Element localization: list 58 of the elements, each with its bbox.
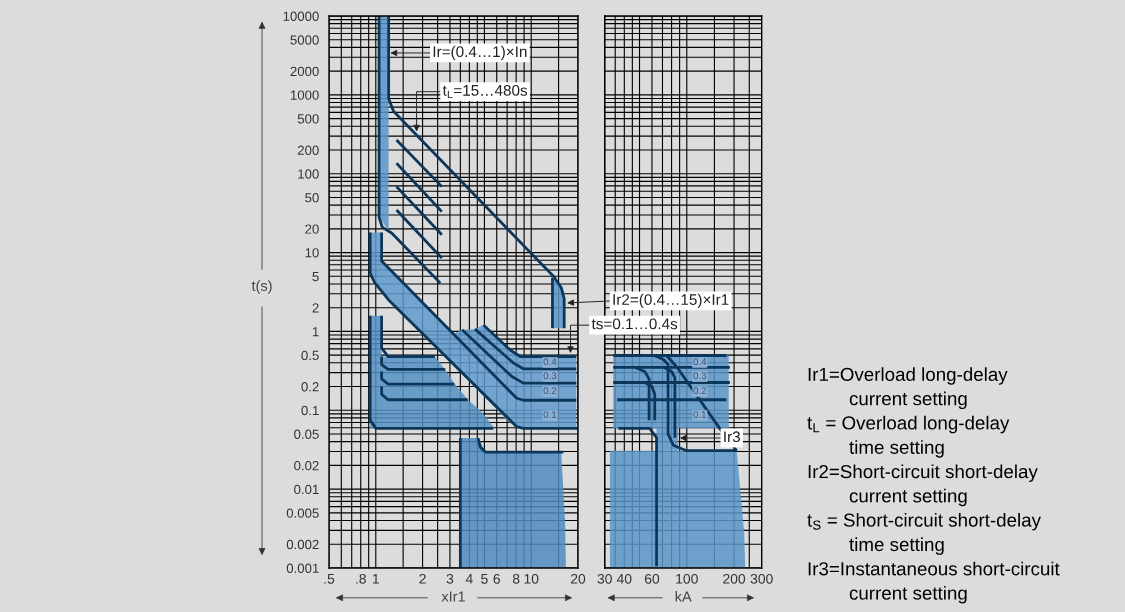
y-tick-label: 0.001 <box>286 563 319 573</box>
y-tick-label: 0.02 <box>294 460 319 471</box>
annotation: 0.1 <box>693 411 707 419</box>
x-tick-label: 10 <box>524 573 539 584</box>
annotation: Ir2=(0.4…15)×Ir1 <box>613 293 729 309</box>
y-tick-label: 1000 <box>290 90 319 100</box>
y-tick-label: 10 <box>305 248 319 258</box>
y-tick-label: 100 <box>298 169 319 179</box>
annotation: 0.4 <box>693 358 707 366</box>
x-tick-label: 30 <box>597 573 612 584</box>
y-tick-label: 10000 <box>283 11 319 21</box>
y-tick-label: 2 <box>312 303 319 313</box>
text: t$_{L}$ = Overload long-delay time setting <box>807 415 1010 458</box>
x-tick-label: 2 <box>419 573 426 584</box>
x-tick-label: 60 <box>644 573 660 584</box>
y-tick-label: 1 <box>312 327 319 337</box>
x-tick-label: 4 <box>465 574 473 584</box>
annotation: Ir=(0.4…1)×In <box>433 45 527 61</box>
y-tick-label: 0.005 <box>286 508 319 518</box>
annotation: 0.1 <box>543 411 557 419</box>
y-tick-label: 0.2 <box>301 382 319 392</box>
y-tick-label: 0.1 <box>301 405 319 416</box>
text: Ir3=Instantaneous short-circuit current setting <box>808 561 1060 604</box>
y-tick-label: 0.05 <box>294 429 319 439</box>
x-tick-label: 100 <box>676 573 698 584</box>
text: t$_{S}$ = Short-circuit short-delay time setting <box>807 512 1041 555</box>
y-tick-label: 500 <box>297 114 319 124</box>
y-tick-label: 20 <box>305 224 319 234</box>
y-tick-label: 0.01 <box>294 484 319 495</box>
x-axis-title: kA <box>675 591 692 602</box>
y-tick-label: 2000 <box>290 66 319 77</box>
y-tick-label: 200 <box>297 145 319 155</box>
y-tick-label: 0.5 <box>301 350 319 361</box>
x-axis-title: xIr1 <box>441 591 465 602</box>
annotation: 0.2 <box>543 387 557 395</box>
x-tick-label: 300 <box>750 573 773 584</box>
y-tick-label: 0.002 <box>286 539 319 550</box>
annotation: ts=0.1…0.4s <box>591 318 678 330</box>
annotation: 0.2 <box>693 387 707 395</box>
annotation: 0.3 <box>543 372 557 380</box>
y-tick-label: 5000 <box>290 35 319 45</box>
annotation: Ir3 <box>724 431 740 443</box>
annotation: 0.4 <box>543 358 557 366</box>
x-tick-label: .5 <box>324 574 335 584</box>
annotation: t$_{L}$=15…480s <box>442 84 528 99</box>
y-tick-label: 50 <box>305 193 319 203</box>
x-tick-label: 6 <box>493 573 500 584</box>
x-tick-label: .8 <box>356 573 366 584</box>
annotation: 0.3 <box>693 372 707 380</box>
y-tick-label: 5 <box>312 272 319 282</box>
x-tick-label: 20 <box>570 573 586 584</box>
x-tick-label: 1 <box>372 574 379 584</box>
y-axis-title: t(s) <box>251 280 272 294</box>
x-tick-label: 200 <box>723 573 746 584</box>
x-tick-label: 40 <box>616 573 632 584</box>
x-tick-label: 8 <box>512 573 520 584</box>
x-tick-label: 5 <box>481 574 488 584</box>
x-tick-label: 3 <box>446 573 454 584</box>
